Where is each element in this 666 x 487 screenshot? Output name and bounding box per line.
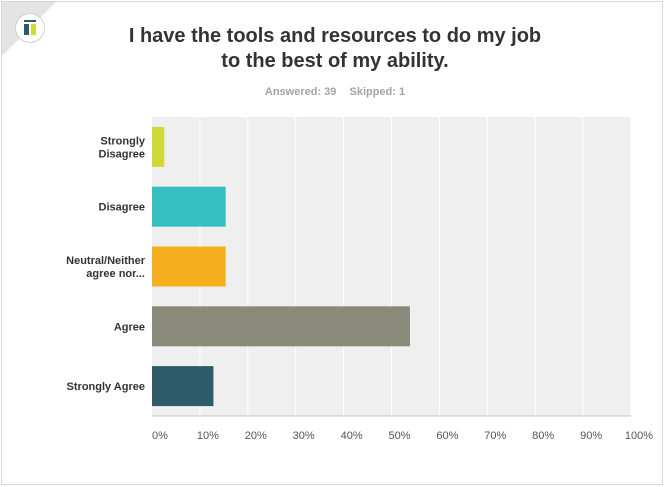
skipped-count: Skipped: 1 (349, 86, 406, 98)
x-tick-label: 30% (293, 430, 315, 442)
chart-title: I have the tools and resources to do my … (62, 24, 608, 74)
response-summary: Answered: 39 Skipped: 1 (62, 86, 608, 98)
bar[interactable] (152, 306, 410, 347)
chart-title-line-2: to the best of my ability. (221, 50, 449, 72)
category-label: Strongly Disagree (99, 135, 146, 160)
x-tick-label: 50% (388, 430, 410, 442)
tick-labels: 0% 10% 20% 30% 40% 50% 60% 70% 80% 90% 100% (152, 430, 653, 442)
category-label: Strongly Agree (67, 381, 145, 393)
category-label: Disagree (99, 202, 145, 214)
chart-title-line-1: I have the tools and resources to do my … (128, 25, 542, 47)
bar[interactable] (152, 246, 226, 287)
bar[interactable] (152, 126, 165, 167)
x-tick-label: 100% (625, 430, 653, 442)
x-tick-label: 90% (580, 430, 602, 442)
category-label: Neutral/Neither agree nor... (66, 255, 146, 280)
category-labels: Strongly Disagree Disagree Neutral/Neither a… (66, 135, 146, 393)
x-tick-label: 40% (341, 430, 363, 442)
x-tick-label: 70% (484, 430, 506, 442)
category-label: Agree (114, 321, 145, 333)
bar[interactable] (152, 186, 226, 227)
x-tick-label: 60% (436, 430, 458, 442)
bars (152, 126, 410, 407)
logo-icon (16, 14, 44, 42)
x-tick-label: 20% (245, 430, 267, 442)
x-tick-label: 0% (152, 430, 168, 442)
x-tick-label: 80% (532, 430, 554, 442)
bar[interactable] (152, 366, 214, 407)
x-tick-label: 10% (197, 430, 219, 442)
answered-count: Answered: 39 (264, 86, 337, 98)
